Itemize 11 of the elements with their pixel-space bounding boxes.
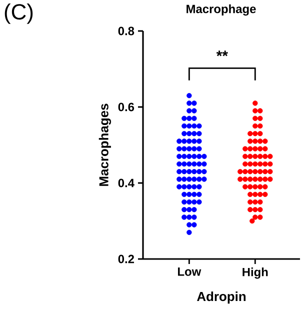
- x-tick-label: High: [242, 268, 268, 279]
- annotation: **: [216, 50, 228, 56]
- y-tick-label: 0.4: [118, 178, 134, 188]
- x-tick-label: Low: [178, 268, 202, 276]
- x-axis-title: Adropin: [197, 292, 246, 304]
- y-axis-title: Macrophages: [98, 104, 112, 186]
- chart-title: Macrophage: [186, 4, 256, 16]
- y-tick-label: 0.6: [118, 102, 134, 112]
- y-tick-label: 0.2: [118, 254, 134, 264]
- y-tick-label: 0.8: [118, 26, 134, 36]
- text: (C): [4, 4, 33, 24]
